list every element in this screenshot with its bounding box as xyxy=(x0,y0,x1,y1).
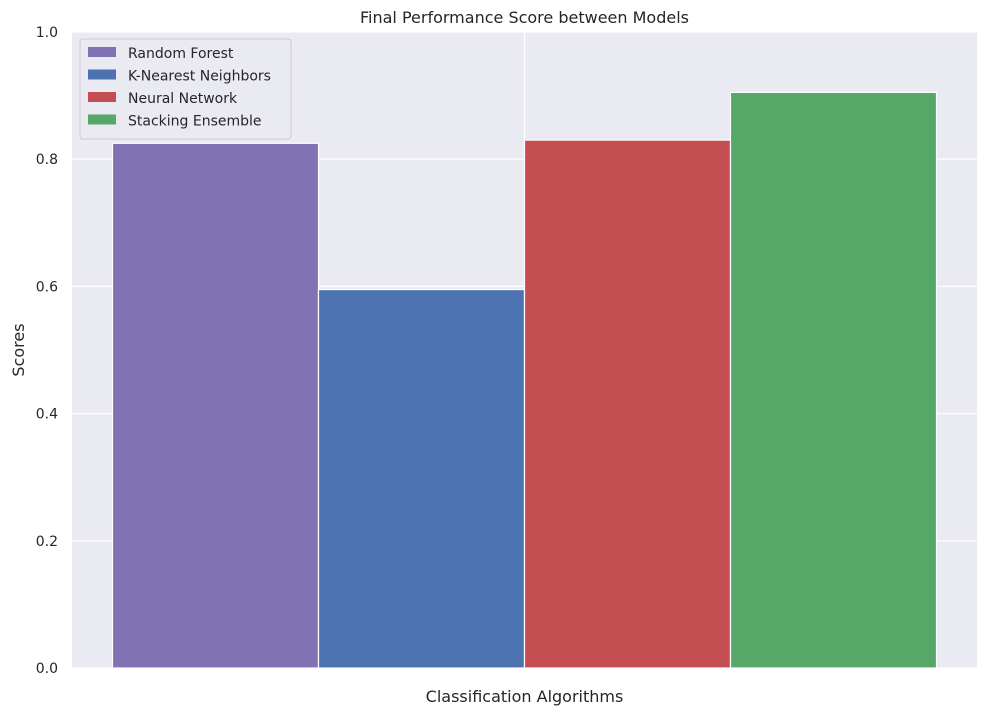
bar-k-nearest-neighbors xyxy=(317,288,526,669)
legend-label: Neural Network xyxy=(128,91,238,107)
legend-items: Random Forest K-Nearest Neighbors Neural N… xyxy=(88,46,271,130)
x-axis-title: Classification Algorithms xyxy=(426,687,624,706)
legend-swatch xyxy=(88,47,116,57)
legend-label: K-Nearest Neighbors xyxy=(128,69,271,85)
y-tick-label: 0.8 xyxy=(36,152,58,168)
y-tick-labels: 0.0 0.2 0.4 0.6 0.8 1.0 xyxy=(36,25,58,677)
legend: Random Forest K-Nearest Neighbors Neural N… xyxy=(79,38,292,140)
legend-swatch xyxy=(88,114,116,125)
legend-label: Random Forest xyxy=(128,46,234,62)
y-tick-label: 0.0 xyxy=(36,661,58,677)
legend-swatch xyxy=(88,92,116,102)
legend-box xyxy=(79,38,292,140)
y-tick-label: 0.4 xyxy=(36,407,58,423)
bar-neural-network xyxy=(523,139,732,669)
legend-label: Stacking Ensemble xyxy=(128,114,262,130)
y-tick-label: 0.6 xyxy=(36,279,58,295)
y-tick-label: 1.0 xyxy=(36,25,58,41)
bar-random-forest xyxy=(111,142,320,669)
chart-title: Final Performance Score between Models xyxy=(360,8,689,27)
bars xyxy=(111,91,938,669)
y-axis-title: Scores xyxy=(9,323,28,376)
y-tick-label: 0.2 xyxy=(36,534,58,550)
legend-swatch xyxy=(88,69,116,80)
bar-stacking-ensemble xyxy=(729,91,938,669)
